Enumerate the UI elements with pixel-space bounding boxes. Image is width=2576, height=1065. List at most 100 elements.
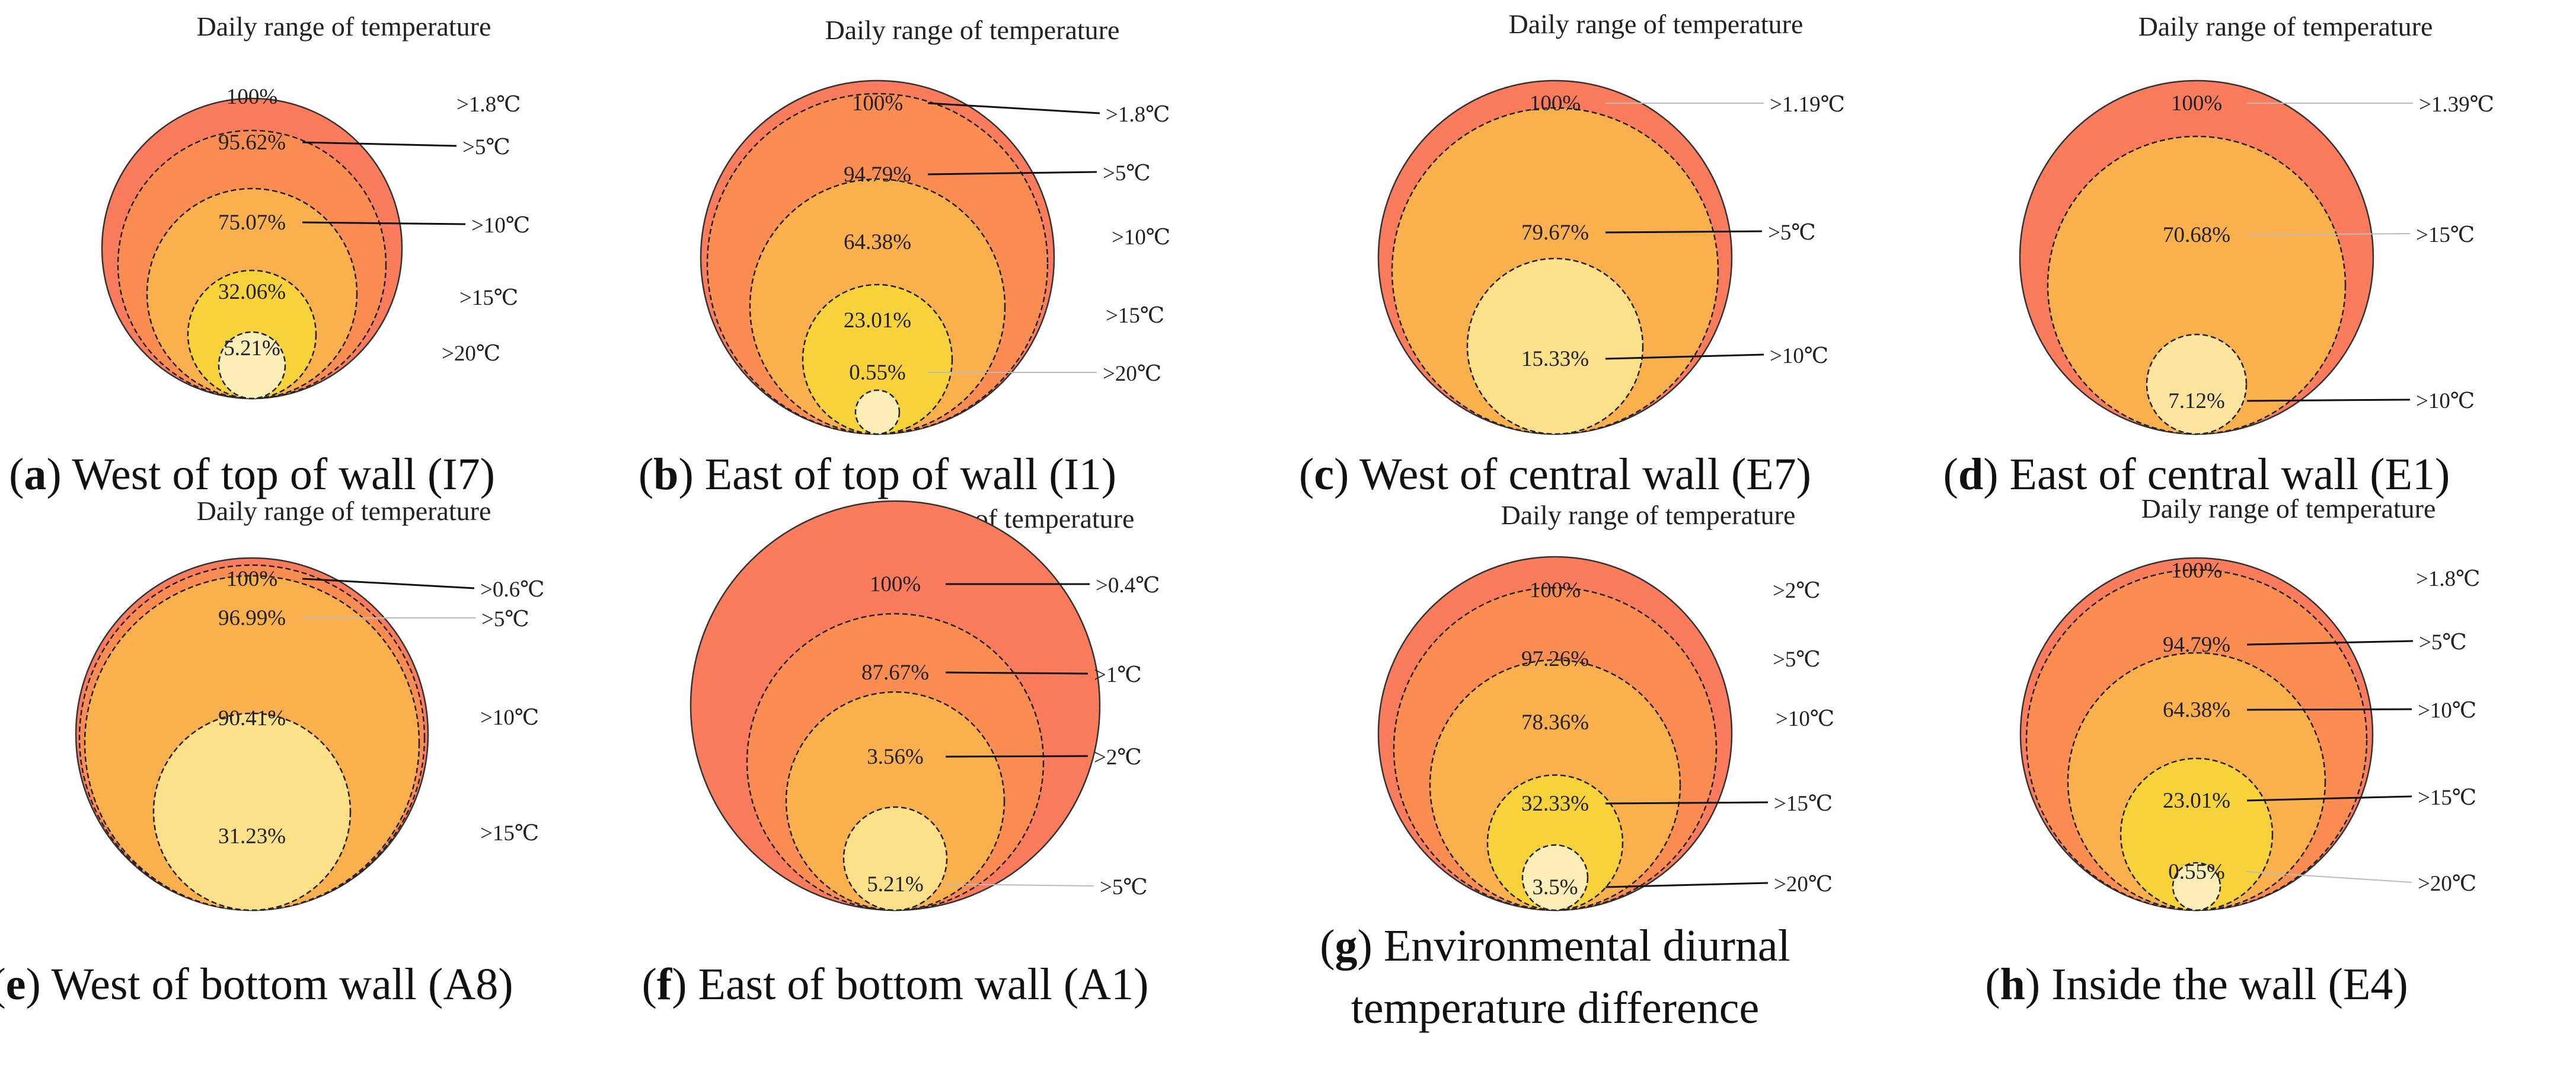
leader-line bbox=[927, 102, 1100, 114]
percent-label: 32.33% bbox=[1521, 792, 1589, 816]
threshold-label: >1.8℃ bbox=[1106, 103, 1170, 127]
panel-caption-line-2: temperature difference bbox=[1351, 983, 1760, 1033]
percent-label: 95.62% bbox=[218, 130, 286, 155]
leader-line bbox=[302, 578, 475, 589]
percent-label: 23.01% bbox=[2163, 789, 2230, 813]
circle-level-5 bbox=[218, 331, 286, 400]
threshold-label: >10℃ bbox=[1770, 344, 1828, 368]
threshold-label: >1℃ bbox=[1094, 663, 1142, 687]
percent-label: 64.38% bbox=[2163, 698, 2230, 722]
panel-letter: g bbox=[1335, 921, 1358, 971]
threshold-label: >10℃ bbox=[1112, 225, 1170, 250]
threshold-label: >5℃ bbox=[1773, 648, 1821, 672]
percent-label: 3.56% bbox=[867, 745, 924, 769]
chart-title: Daily range of temperature bbox=[2138, 11, 2433, 42]
chart-title: Daily range of temperature bbox=[197, 11, 491, 42]
percent-label: 78.36% bbox=[1521, 710, 1589, 735]
percent-label: 5.21% bbox=[867, 872, 924, 897]
percent-label: 32.06% bbox=[218, 280, 286, 304]
percent-label: 87.67% bbox=[861, 661, 929, 685]
threshold-label: >0.6℃ bbox=[480, 578, 545, 602]
threshold-label: >20℃ bbox=[1103, 362, 1161, 386]
circle-level-3 bbox=[2146, 333, 2248, 435]
circle-level-5 bbox=[1521, 844, 1589, 911]
percent-label: 64.38% bbox=[844, 230, 911, 254]
panel-caption: (h) Inside the wall (E4) bbox=[1985, 959, 2408, 1009]
threshold-label: >20℃ bbox=[2418, 872, 2476, 896]
leader-line bbox=[302, 221, 466, 225]
leader-line bbox=[302, 141, 457, 147]
chart-title: Daily range of temperature bbox=[2141, 493, 2436, 524]
percent-label: 31.23% bbox=[218, 824, 286, 849]
percent-label: 100% bbox=[1530, 91, 1581, 116]
circle-level-5 bbox=[2172, 862, 2221, 911]
chart-panel-c: Daily range of temperature 100% >1.19℃ 79.6… bbox=[1299, 9, 1845, 499]
leader-line bbox=[2246, 398, 2411, 402]
threshold-label: >10℃ bbox=[2416, 389, 2475, 413]
circle-level-4 bbox=[1486, 774, 1624, 911]
percent-label: 100% bbox=[1530, 578, 1581, 602]
percent-label: 100% bbox=[2171, 91, 2222, 116]
threshold-label: >15℃ bbox=[1774, 792, 1833, 816]
circle-level-3 bbox=[1466, 257, 1644, 435]
panel-caption: (a) West of top of wall (I7) bbox=[9, 449, 495, 499]
percent-label: 70.68% bbox=[2163, 223, 2230, 247]
threshold-label: >5℃ bbox=[1100, 875, 1148, 900]
leader-line bbox=[2246, 640, 2414, 646]
leader-line bbox=[945, 755, 1089, 758]
circle-level-4 bbox=[842, 806, 948, 911]
chart-title: Daily range of temperature bbox=[1501, 500, 1796, 530]
percent-label: 23.01% bbox=[844, 308, 911, 333]
circle-level-4 bbox=[152, 712, 352, 911]
panel-caption: (g) Environmental diurnal bbox=[1320, 921, 1790, 971]
chart-panel-g: Daily range of temperature 100% >2℃ 97.26% >… bbox=[1320, 500, 1834, 1033]
panel-caption: (e) West of bottom wall (A8) bbox=[0, 959, 513, 1009]
chart-panel-e: Daily range of temperature 100% >0.6℃ 96.99… bbox=[0, 496, 545, 1009]
leader-line bbox=[945, 671, 1089, 675]
percent-label: 0.55% bbox=[2168, 860, 2225, 884]
threshold-label: >2℃ bbox=[1094, 745, 1142, 770]
percent-label: 100% bbox=[870, 572, 921, 597]
panel-caption: (f) East of bottom wall (A1) bbox=[642, 959, 1149, 1009]
panel-letter: a bbox=[24, 449, 46, 499]
percent-label: 96.99% bbox=[218, 606, 286, 630]
percent-label: 0.55% bbox=[849, 361, 906, 385]
threshold-label: >0.4℃ bbox=[1096, 573, 1160, 598]
percent-label: 97.26% bbox=[1521, 647, 1589, 671]
panel-letter: f bbox=[657, 959, 673, 1009]
chart-title: Daily range of temperature bbox=[197, 496, 491, 526]
panel-caption: (b) East of top of wall (I1) bbox=[639, 449, 1116, 499]
percent-label: 15.33% bbox=[1521, 347, 1589, 371]
percent-label: 94.79% bbox=[2163, 633, 2230, 657]
leader-line bbox=[1605, 801, 1769, 805]
threshold-label: >1.39℃ bbox=[2419, 93, 2494, 117]
leader-line bbox=[927, 171, 1097, 176]
threshold-label: >15℃ bbox=[2416, 223, 2475, 247]
percent-label: 90.41% bbox=[218, 706, 286, 731]
threshold-label: >5℃ bbox=[1103, 161, 1151, 186]
chart-panel-a: Daily range of temperature 100% >1.8℃ 95.62… bbox=[9, 11, 530, 499]
threshold-label: >5℃ bbox=[1768, 221, 1816, 245]
threshold-label: >15℃ bbox=[459, 286, 518, 310]
percent-label: 75.07% bbox=[218, 211, 286, 235]
leader-line bbox=[2246, 708, 2412, 711]
threshold-label: >5℃ bbox=[481, 607, 529, 632]
threshold-label: >15℃ bbox=[480, 821, 539, 846]
leader-line bbox=[1605, 230, 1763, 234]
threshold-label: >20℃ bbox=[442, 342, 500, 366]
threshold-label: >10℃ bbox=[2418, 699, 2476, 723]
leader-line bbox=[2246, 233, 2411, 235]
panel-caption: (c) West of central wall (E7) bbox=[1299, 449, 1811, 499]
percent-label: 100% bbox=[2171, 559, 2222, 583]
percent-label: 94.79% bbox=[844, 162, 911, 187]
chart-title: Daily range of temperature bbox=[1509, 9, 1803, 39]
threshold-label: >20℃ bbox=[1774, 872, 1833, 897]
percent-label: 100% bbox=[226, 85, 277, 109]
leader-line bbox=[2246, 795, 2412, 802]
percent-label: 79.67% bbox=[1521, 221, 1589, 245]
panel-letter: b bbox=[653, 449, 678, 499]
percent-label: 7.12% bbox=[2168, 389, 2225, 413]
leader-line bbox=[945, 884, 1094, 887]
